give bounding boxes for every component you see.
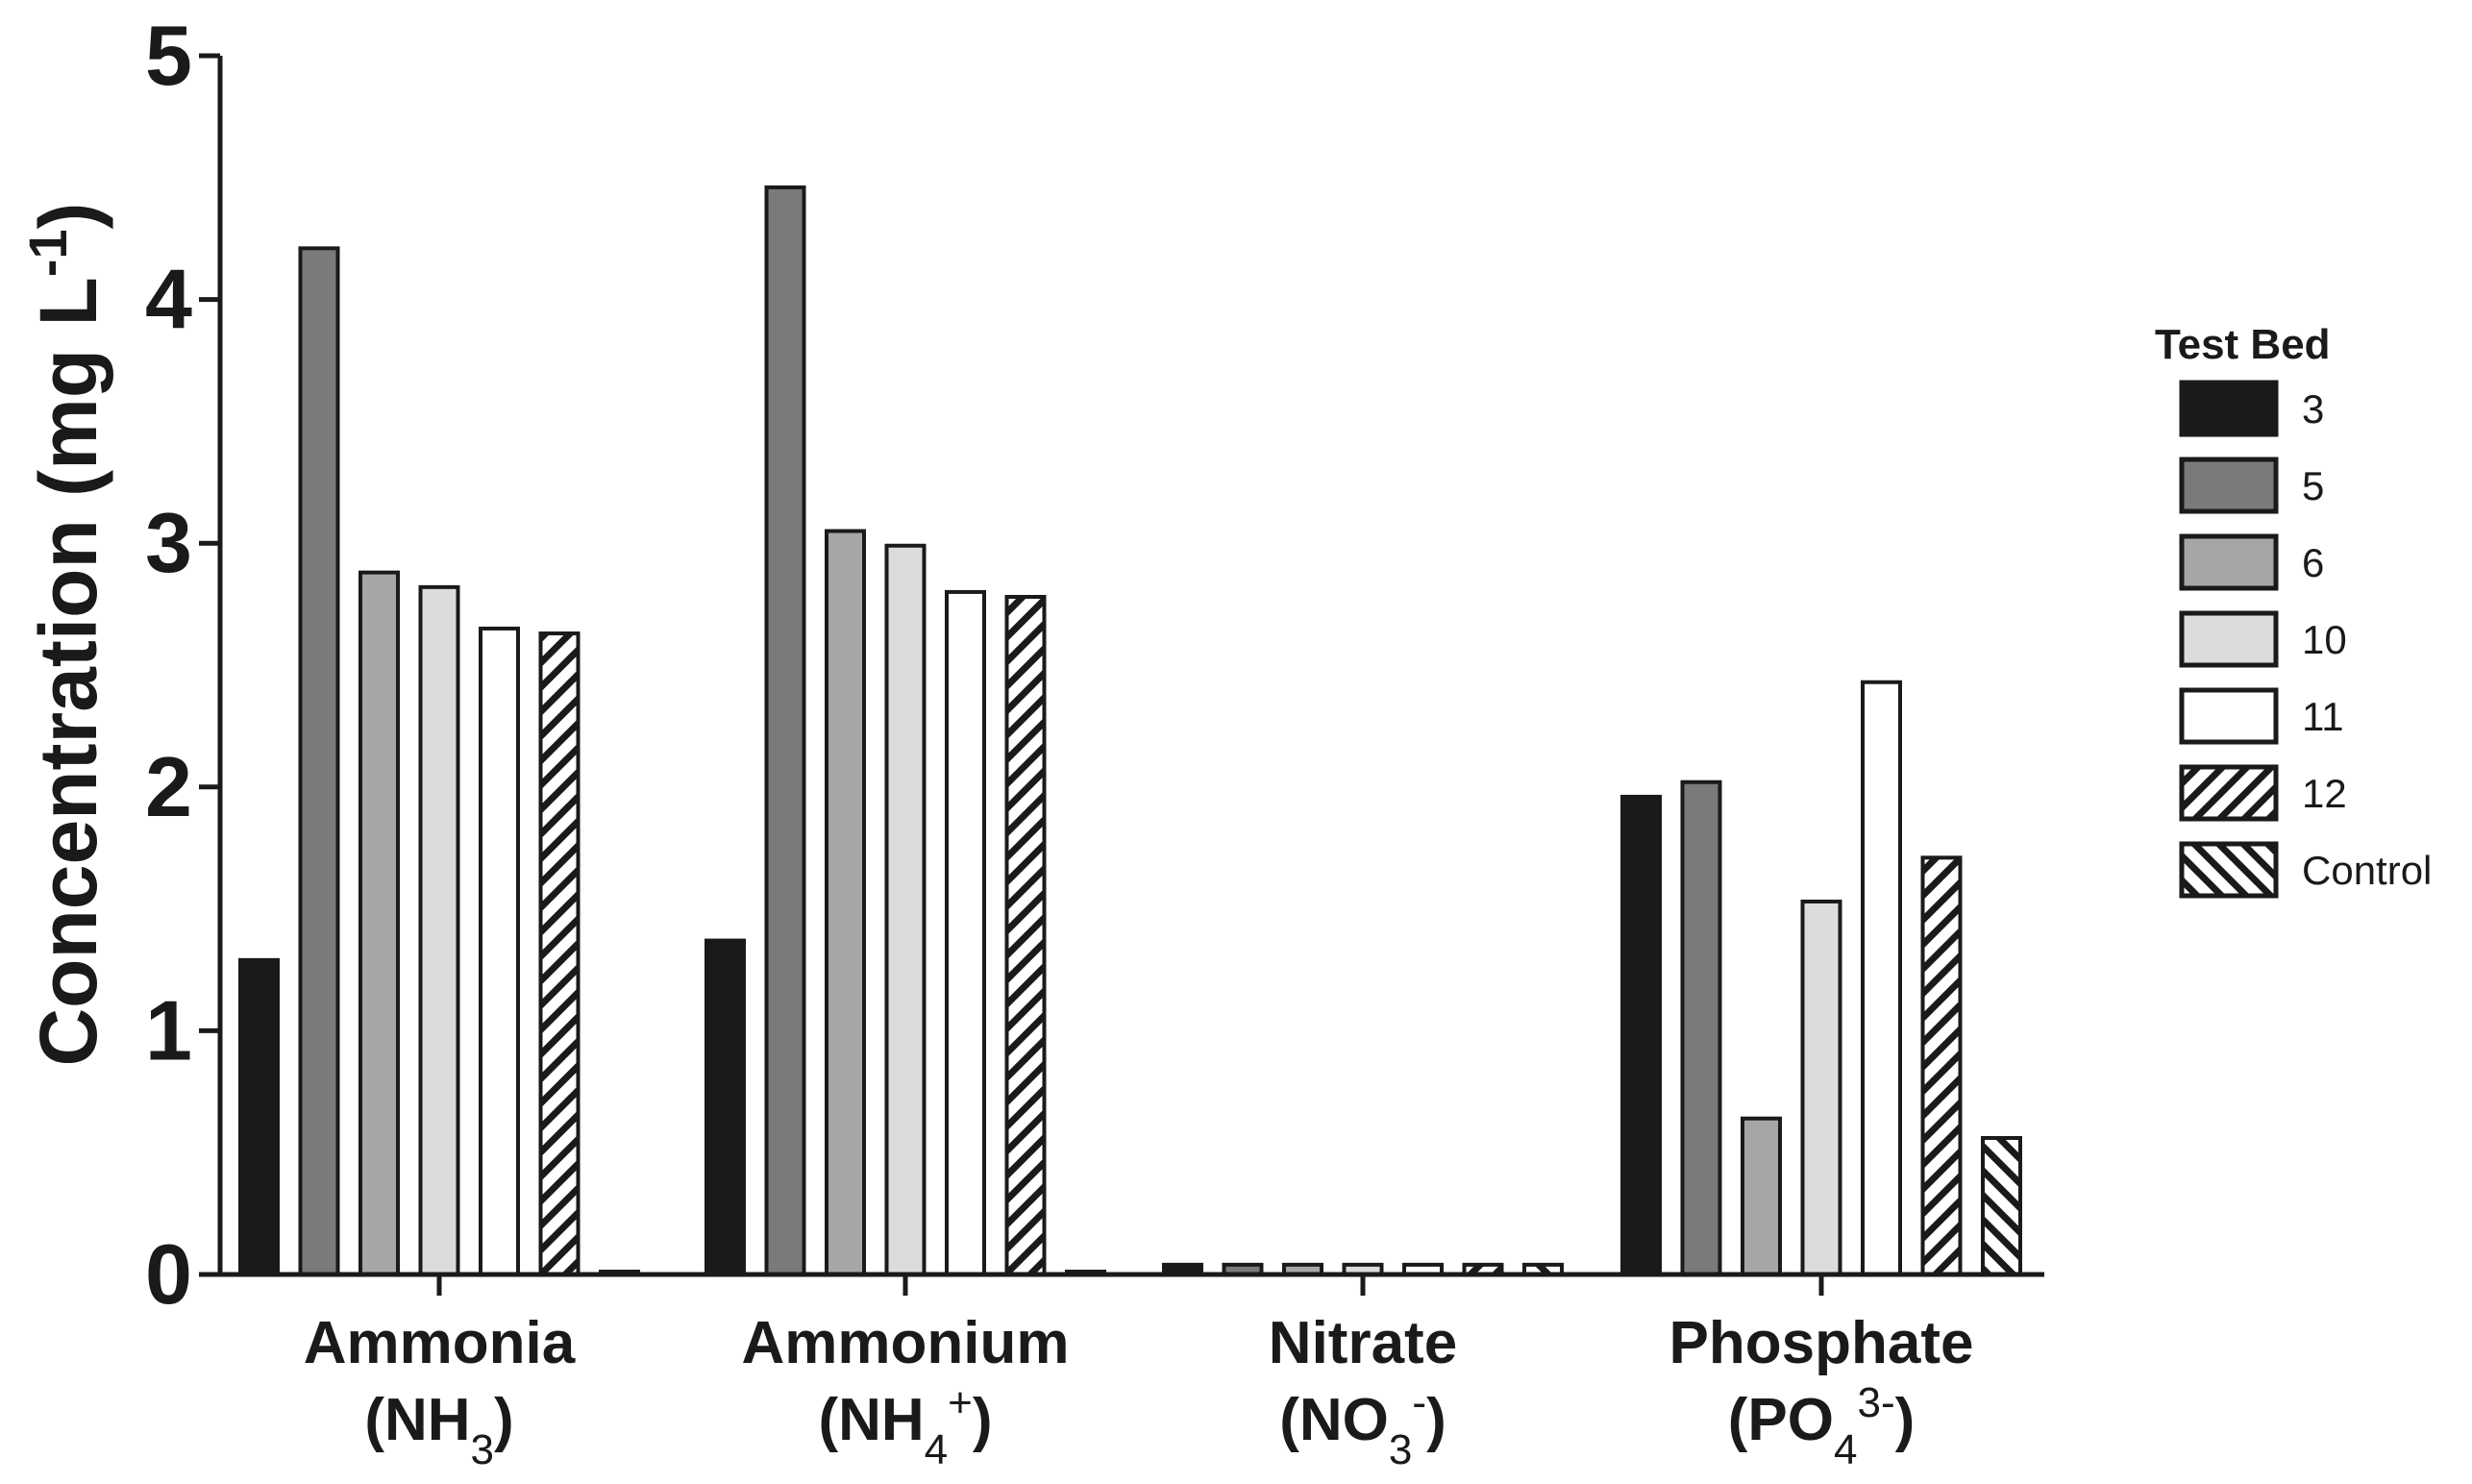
bar-ammonia-series-11 xyxy=(479,626,520,1276)
legend-swatch-11 xyxy=(2179,687,2279,745)
bar-ammonia-series-12 xyxy=(538,631,581,1276)
formula-base: (PO xyxy=(1728,1387,1834,1453)
legend-label-12: 12 xyxy=(2302,771,2347,816)
bar-ammonia-series-10 xyxy=(418,584,460,1276)
axes xyxy=(217,56,2044,1277)
formula-subscript: 4 xyxy=(925,1426,948,1473)
category-label-ammonium: Ammonium xyxy=(742,1310,1070,1376)
bar-ammonium-series-5 xyxy=(764,185,806,1277)
bar-phosphate-series-11 xyxy=(1861,680,1902,1276)
category-label-phosphate: Phosphate xyxy=(1669,1310,1974,1376)
bar-ammonium-series-10 xyxy=(884,543,927,1276)
legend-label-11: 11 xyxy=(2302,694,2344,739)
formula-superscript: - xyxy=(1412,1379,1426,1426)
formula-base: (NH xyxy=(818,1387,924,1453)
bar-phosphate-series-12 xyxy=(1920,855,1963,1276)
formula-superscript: + xyxy=(948,1379,973,1426)
bar-ammonium-series-11 xyxy=(945,589,986,1276)
y-axis-ticks: 0 1 2 3 4 5 xyxy=(145,8,220,1322)
category-label-nitrate: Nitrate xyxy=(1269,1310,1457,1376)
formula-close: ) xyxy=(494,1387,514,1453)
bar-ammonium-series-6 xyxy=(825,529,866,1276)
y-axis-label-main: Concentration (mg L xyxy=(23,277,113,1066)
legend-swatch-10 xyxy=(2179,610,2279,668)
bar-ammonia-series-6 xyxy=(358,570,400,1276)
bar-ammonia-series-5 xyxy=(298,246,340,1276)
category-formula-ammonium: (NH4+) xyxy=(818,1379,992,1473)
bar-phosphate-series-3 xyxy=(1620,794,1662,1276)
bar-ammonium-series-3 xyxy=(705,938,746,1276)
category-formula-nitrate: (NO3-) xyxy=(1279,1379,1446,1473)
formula-subscript: 3 xyxy=(1389,1426,1412,1473)
category-label-ammonia: Ammonia xyxy=(304,1310,576,1376)
legend-label-10: 10 xyxy=(2302,617,2347,662)
legend-label-control: Control xyxy=(2302,848,2432,893)
formula-close: ) xyxy=(1426,1387,1446,1453)
category-formula-ammonia: (NH3) xyxy=(364,1387,513,1473)
y-tick-label: 3 xyxy=(145,495,192,590)
y-axis-label-sup: -1 xyxy=(17,229,78,277)
formula-close: ) xyxy=(973,1387,993,1453)
y-axis-label: Concentration (mg L-1) xyxy=(17,202,114,1066)
y-tick-label: 1 xyxy=(145,982,192,1077)
legend-swatch-12 xyxy=(2179,764,2279,822)
bar-phosphate-series-10 xyxy=(1800,899,1842,1276)
y-tick-label: 5 xyxy=(145,8,192,103)
formula-subscript: 4 xyxy=(1834,1426,1857,1473)
legend-label-5: 5 xyxy=(2302,463,2324,508)
bars-group xyxy=(238,185,2022,1277)
y-axis-label-close: ) xyxy=(23,202,113,229)
y-tick-label: 2 xyxy=(145,739,192,834)
legend: Test Bed 3 5 6 10 11 12 Control xyxy=(2155,321,2432,899)
legend-swatch-control xyxy=(2179,841,2279,899)
legend-swatch-3 xyxy=(2179,380,2279,437)
legend-label-6: 6 xyxy=(2302,540,2324,585)
legend-swatch-5 xyxy=(2179,457,2279,514)
bar-phosphate-series-control xyxy=(1981,1135,2022,1277)
legend-title: Test Bed xyxy=(2155,321,2331,368)
category-formula-phosphate: (PO43-) xyxy=(1728,1379,1916,1473)
x-axis-ticks xyxy=(436,1274,1824,1296)
formula-close: ) xyxy=(1895,1387,1916,1453)
formula-subscript: 3 xyxy=(471,1426,494,1473)
y-tick-label: 4 xyxy=(145,252,192,347)
bar-ammonia-series-3 xyxy=(238,957,280,1277)
formula-base: (NH xyxy=(364,1387,470,1453)
bar-phosphate-series-5 xyxy=(1680,779,1722,1276)
bar-ammonium-series-12 xyxy=(1004,594,1047,1276)
legend-swatch-6 xyxy=(2179,533,2279,591)
legend-label-3: 3 xyxy=(2302,386,2324,432)
bar-phosphate-series-6 xyxy=(1741,1116,1782,1277)
y-tick-label: 0 xyxy=(145,1226,192,1322)
formula-superscript: 3- xyxy=(1857,1379,1894,1426)
category-labels: Ammonia(NH3)Ammonium(NH4+)Nitrate(NO3-)P… xyxy=(304,1310,1974,1473)
formula-base: (NO xyxy=(1279,1387,1389,1453)
